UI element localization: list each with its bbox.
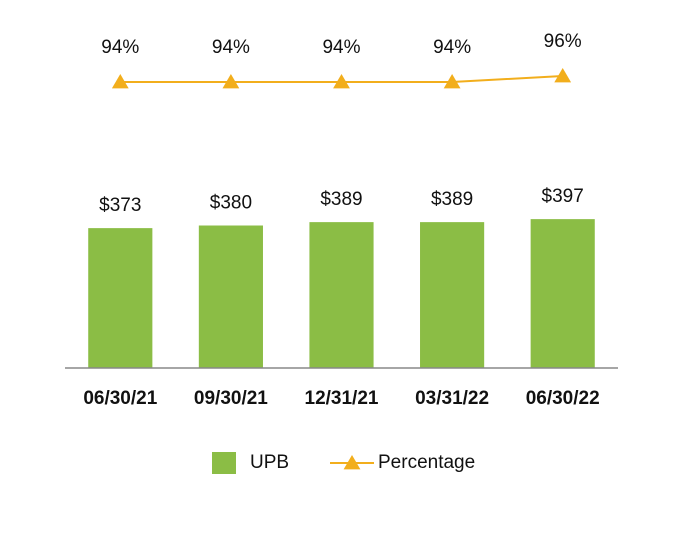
marker — [443, 74, 461, 89]
data-label: $389 — [320, 189, 362, 210]
data-label: 94% — [322, 37, 360, 58]
x-tick-label: 06/30/22 — [526, 388, 600, 409]
bar — [420, 222, 485, 368]
marker — [222, 74, 240, 89]
data-label: $373 — [99, 195, 141, 216]
x-tick-label: 03/31/22 — [415, 388, 489, 409]
x-tick-label: 06/30/21 — [83, 388, 157, 409]
legend-swatch — [212, 452, 236, 474]
data-label: 94% — [212, 37, 250, 58]
x-tick-label: 12/31/21 — [305, 388, 379, 409]
bar — [88, 228, 153, 368]
data-label: 94% — [433, 37, 471, 58]
data-label: 94% — [101, 37, 139, 58]
bar — [530, 219, 595, 368]
marker — [111, 74, 129, 89]
bar — [309, 222, 374, 368]
marker — [333, 74, 350, 89]
x-tick-label: 09/30/21 — [194, 388, 268, 409]
data-label: $389 — [431, 189, 473, 210]
data-label: $397 — [542, 186, 584, 207]
data-label: 96% — [544, 31, 582, 52]
legend-marker — [343, 455, 361, 470]
legend-label: UPB — [250, 452, 289, 473]
legend-label: Percentage — [378, 452, 475, 473]
marker — [554, 68, 572, 83]
bar — [198, 225, 263, 368]
data-label: $380 — [210, 193, 252, 214]
